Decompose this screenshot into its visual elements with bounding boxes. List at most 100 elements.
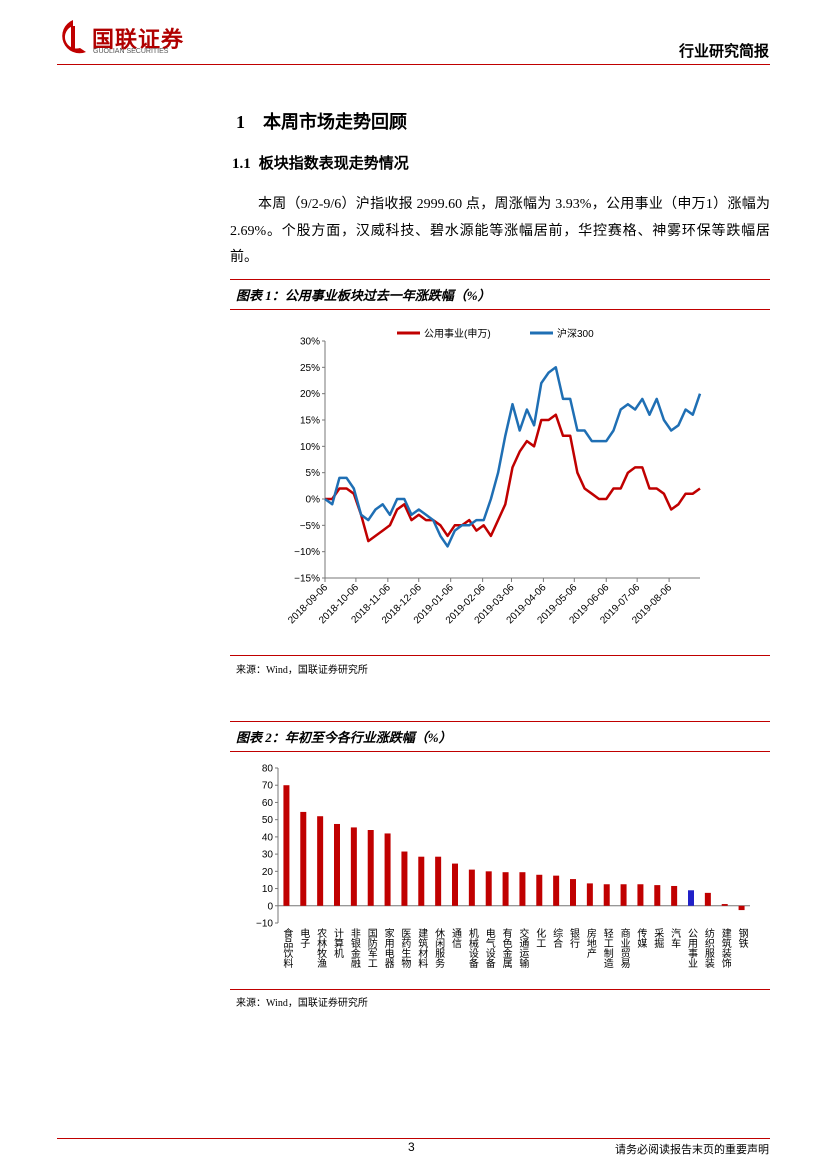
bar [317,816,324,906]
x-tick-label: 食品饮料 [281,927,293,969]
x-tick-label: 农林牧渔 [315,927,327,969]
y-tick-label: 30% [300,337,320,348]
x-tick-label: 汽车 [669,927,681,949]
bar [384,833,391,906]
page-number: 3 [408,1140,415,1154]
bar [350,827,357,906]
y-tick-label: 40 [262,832,274,843]
logo-icon [62,20,86,54]
bar [300,811,307,906]
x-tick-label: 机械设备 [466,927,478,969]
x-tick-label: 通信 [450,928,462,949]
subsection-title: 板块指数表现走势情况 [258,156,409,172]
bar [620,884,627,906]
paragraph: 本周（9/2-9/6）沪指收报 2999.60 点，周涨幅为 3.93%，公用事… [230,197,770,265]
x-tick-label: 公用事业 [686,928,698,968]
bar [738,905,745,911]
y-tick-label: 0% [306,495,321,506]
logo-text: 国联证券 [92,27,185,52]
x-tick-label: 国防军工 [365,928,377,968]
x-tick-label: 电气设备 [483,927,495,969]
x-tick-label: 电子 [298,927,310,948]
x-tick-label: 计算机 [332,927,344,959]
bar [671,885,678,906]
bar [536,874,543,906]
subsection-heading: 1.1 板块指数表现走势情况 [232,152,409,173]
x-tick-label: 轻工制造 [601,927,613,968]
y-tick-label: −15% [294,574,320,585]
bar [468,869,475,906]
header-rule [57,64,770,65]
bar [519,872,526,906]
x-tick-label: 建筑装饰 [719,927,731,969]
disclaimer: 请务必阅读报告末页的重要声明 [615,1144,769,1156]
report-type: 行业研究简报 [678,44,769,60]
y-tick-label: −5% [300,521,320,532]
y-tick-label: 20 [262,867,274,878]
bar [334,823,340,906]
bar [401,851,408,906]
x-tick-label: 有色金属 [500,927,512,969]
bar [435,856,442,906]
bar [586,883,593,906]
series-line [325,413,701,543]
y-tick-label: −10 [256,919,273,930]
x-tick-label: 纺织服装 [702,927,714,969]
bar [502,872,509,906]
logo-subtext: GUOLIAN SECURITIES [93,48,169,55]
x-tick-label: 化工 [534,927,546,948]
figure-rule [230,279,770,280]
legend-label: 沪深300 [557,327,594,340]
y-tick-label: 60 [262,798,274,809]
bar [418,856,425,906]
figure-rule [230,751,770,752]
bar [283,785,290,906]
y-tick-label: 25% [300,363,320,374]
section-heading: 1 本周市场走势回顾 [236,108,407,134]
x-tick-label: 非银金融 [348,928,360,969]
x-tick-label: 交通运输 [517,927,529,969]
x-tick-label: 传媒 [635,928,647,949]
series-line [324,366,702,548]
x-tick-label: 综合 [551,927,563,949]
y-tick-label: 20% [300,389,320,400]
bar [485,871,492,906]
y-tick-label: −10% [294,547,320,558]
x-tick-label: 医药生物 [399,928,411,969]
y-tick-label: 30 [262,850,274,861]
figure-source: 来源：Wind，国联证券研究所 [236,998,368,1009]
x-tick-label: 房地产 [584,927,596,959]
bar [688,890,694,906]
y-tick-label: 80 [262,764,274,775]
figure-rule [230,989,770,990]
figure-title: 图表 1：公用事业板块过去一年涨跌幅（%） [236,288,491,303]
y-tick-label: 50 [262,815,274,826]
y-tick-label: 10% [300,442,320,453]
x-tick-label: 采掘 [652,928,664,949]
bar [367,830,374,906]
bar [721,904,728,906]
legend-label: 公用事业(申万) [424,327,491,340]
figure-rule [230,309,770,310]
footer-rule [57,1138,770,1139]
bar [452,863,458,906]
figure-title: 图表 2：年初至今各行业涨跌幅（%） [236,730,452,745]
x-tick-label: 银行 [568,927,580,949]
x-tick-label: 家用电器 [382,927,394,969]
x-tick-label: 商业贸易 [618,927,630,969]
bar [553,875,560,906]
bar [570,879,576,906]
bar [637,884,644,906]
y-tick-label: 5% [306,468,321,479]
subsection-number: 1.1 [232,156,251,172]
figure-source: 来源：Wind，国联证券研究所 [236,665,368,676]
y-tick-label: 70 [262,781,274,792]
x-tick-label: 建筑材料 [416,927,428,969]
bar [603,884,610,906]
figure-rule [230,655,770,656]
bar [654,885,661,906]
section-number: 1 [236,112,245,132]
y-tick-label: 15% [300,416,320,427]
